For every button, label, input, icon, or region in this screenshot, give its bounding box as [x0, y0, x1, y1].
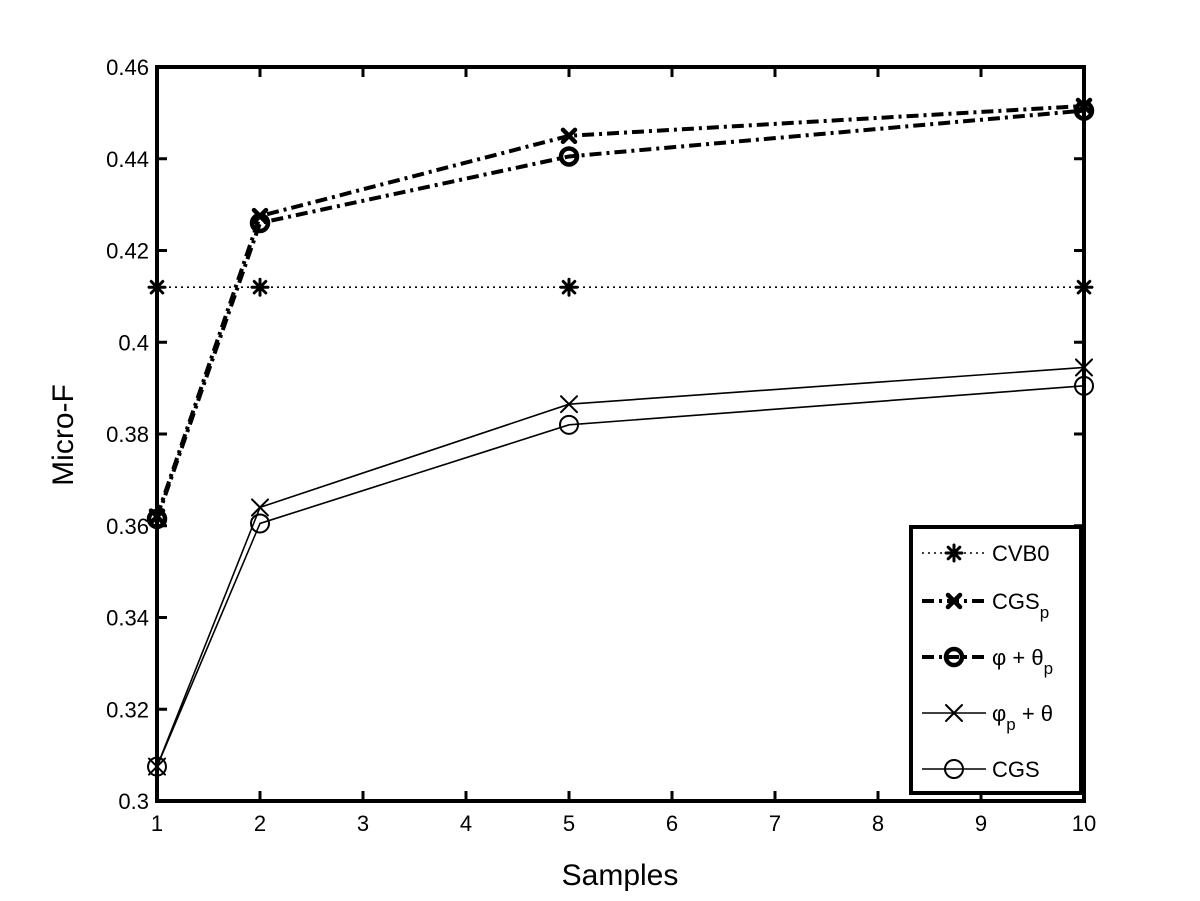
y-tick-label: 0.36	[106, 514, 149, 539]
legend-label-main: CGS	[992, 757, 1040, 782]
x-tick-label: 2	[254, 811, 266, 836]
legend-marker-cgsp	[945, 592, 963, 610]
legend-label-subscript: p	[1006, 715, 1015, 734]
data-point-cgs	[559, 414, 579, 435]
x-tick-label: 8	[872, 811, 884, 836]
x-tick-label: 6	[666, 811, 678, 836]
x-axis-title: Samples	[562, 859, 679, 892]
tick-labels: 1 2 3 4 5 6 7 8 9 10 0.3 0.32 0.34 0.36 0.38 0.4 0.42 0.4…	[106, 55, 1096, 836]
legend-label-main: φ	[992, 701, 1006, 726]
data-point-phitheta_p	[558, 146, 580, 167]
y-tick-label: 0.44	[106, 147, 149, 172]
data-point-cgsp	[560, 127, 578, 145]
legend-label-main: CGS	[992, 589, 1040, 614]
x-tick-label: 1	[151, 811, 163, 836]
legend-entry-cgs: CGS	[922, 757, 1040, 782]
y-tick-label: 0.32	[106, 697, 149, 722]
legend-marker-phitheta_p	[943, 646, 965, 668]
legend-marker-cgs	[944, 759, 964, 779]
x-tick-label: 5	[563, 811, 575, 836]
plot-frame	[155, 65, 1086, 803]
legend-label-subscript: p	[1044, 659, 1053, 678]
y-tick-label: 0.42	[106, 239, 149, 264]
data-point-cvb0	[250, 277, 270, 297]
legend-entry-phitheta_p: φ + θp	[922, 645, 1053, 678]
legend-marker-phi_p_theta	[945, 704, 963, 722]
y-axis-title: Micro-F	[47, 384, 80, 486]
series-line-phi_p_theta	[156, 366, 1085, 767]
y-tick-label: 0.34	[106, 606, 149, 631]
legend-label: CGSp	[992, 589, 1049, 622]
x-tick-label: 9	[975, 811, 987, 836]
y-tick-label: 0.3	[118, 789, 149, 814]
legend-label-main: CVB0	[992, 541, 1049, 566]
data-point-cgs	[250, 513, 270, 534]
x-tick-label: 4	[460, 811, 472, 836]
data-point-phitheta_p	[249, 212, 271, 234]
series-line-phitheta_p	[155, 108, 1085, 520]
legend-entry-phi_p_theta: φp + θ	[922, 701, 1053, 734]
y-tick-label: 0.4	[118, 330, 149, 355]
legend-entry-cvb0: CVB0	[922, 541, 1049, 566]
legend-label: φp + θ	[992, 701, 1053, 734]
legend-label-main: φ + θ	[992, 645, 1044, 670]
series-line-cgs	[156, 385, 1085, 767]
legend-entry-cgsp: CGSp	[922, 589, 1049, 622]
y-tick-label: 0.46	[106, 55, 149, 80]
x-tick-label: 3	[357, 811, 369, 836]
y-tick-label: 0.38	[106, 422, 149, 447]
legend-box	[909, 525, 1083, 795]
x-tick-label: 10	[1072, 811, 1096, 836]
legend-marker-cvb0	[944, 543, 964, 563]
x-tick-label: 7	[769, 811, 781, 836]
legend-label-tail: + θ	[1016, 701, 1053, 726]
data-point-phi_p_theta	[251, 498, 269, 517]
data-point-phi_p_theta	[560, 395, 578, 414]
data-point-cvb0	[559, 277, 579, 297]
legend-label: CGS	[992, 757, 1040, 782]
legend-label: φ + θp	[992, 645, 1053, 678]
legend-label: CVB0	[992, 541, 1049, 566]
legend-label-subscript: p	[1040, 603, 1049, 622]
